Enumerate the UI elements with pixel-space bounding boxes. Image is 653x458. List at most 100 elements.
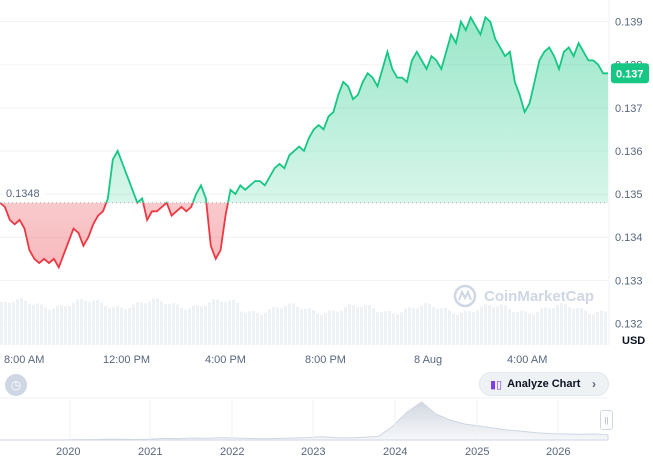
volume-bar xyxy=(512,311,515,345)
volume-bar xyxy=(412,308,415,345)
volume-bar xyxy=(380,312,383,345)
volume-bar xyxy=(68,305,71,345)
volume-bar xyxy=(548,308,551,345)
current-price-badge: 0.137 xyxy=(611,63,649,84)
volume-bar xyxy=(408,307,411,345)
volume-bar xyxy=(164,303,167,345)
volume-bar xyxy=(24,300,27,345)
volume-bar xyxy=(220,301,223,345)
volume-bar xyxy=(96,299,99,345)
volume-bar xyxy=(592,314,595,345)
navigator-area[interactable] xyxy=(0,400,609,441)
volume-bar xyxy=(492,306,495,345)
volume-bar xyxy=(288,303,291,345)
volume-bar xyxy=(84,301,87,345)
volume-bar xyxy=(300,308,303,345)
x-axis-labels: 8:00 AM 12:00 PM 4:00 PM 8:00 PM 8 Aug 4:00 A… xyxy=(4,354,547,366)
volume-bar xyxy=(500,304,503,345)
volume-bar xyxy=(116,305,119,345)
volume-bar xyxy=(176,304,179,345)
volume-bar xyxy=(460,312,463,345)
volume-bar xyxy=(340,310,343,345)
volume-bar xyxy=(328,310,331,345)
volume-bar xyxy=(200,306,203,345)
volume-bar xyxy=(236,302,239,345)
volume-bar xyxy=(324,312,327,345)
volume-bar xyxy=(484,304,487,345)
volume-bar xyxy=(560,303,563,345)
volume-bar xyxy=(516,312,519,345)
x-axis-label: 4:00 PM xyxy=(205,354,246,366)
volume-bar xyxy=(552,308,555,345)
volume-bar xyxy=(396,314,399,345)
volume-bar xyxy=(188,308,191,345)
volume-bar xyxy=(428,303,431,345)
volume-bar xyxy=(8,303,11,345)
volume-bar xyxy=(404,308,407,345)
volume-bar xyxy=(572,308,575,345)
volume-bar xyxy=(448,310,451,345)
baseline-label: 0.1348 xyxy=(2,185,46,201)
volume-bar xyxy=(488,305,491,345)
y-tick-label: 0.139 xyxy=(615,17,643,29)
x-axis-label: 8 Aug xyxy=(414,354,442,366)
volume-bar xyxy=(576,307,579,345)
volume-bar xyxy=(296,306,299,345)
watermark: CoinMarketCap xyxy=(453,284,594,308)
volume-bar xyxy=(292,303,295,345)
volume-bar xyxy=(228,300,231,345)
volume-bar xyxy=(256,312,259,345)
volume-bar xyxy=(56,305,59,345)
volume-bar xyxy=(64,306,67,345)
y-tick-label: 0.132 xyxy=(615,318,643,330)
volume-bar xyxy=(376,311,379,345)
volume-bar xyxy=(532,314,535,345)
history-button[interactable]: ◷ xyxy=(5,374,27,396)
volume-bar xyxy=(584,310,587,345)
volume-bar xyxy=(588,314,591,345)
year-label: 2023 xyxy=(301,446,325,458)
volume-bar xyxy=(432,307,435,345)
volume-bar xyxy=(108,307,111,345)
year-label: 2020 xyxy=(56,446,80,458)
volume-bar xyxy=(580,307,583,345)
volume-bar xyxy=(124,309,127,345)
volume-bar xyxy=(144,303,147,345)
volume-bar xyxy=(172,303,175,345)
volume-bar xyxy=(268,309,271,345)
volume-bar xyxy=(16,299,19,345)
volume-bar xyxy=(48,309,51,345)
volume-bar xyxy=(368,305,371,345)
volume-bar xyxy=(336,311,339,345)
history-clock-icon: ◷ xyxy=(10,378,22,392)
navigator-handle[interactable]: || xyxy=(600,410,613,430)
volume-bar xyxy=(248,311,251,345)
volume-bar xyxy=(160,301,163,345)
volume-bar xyxy=(88,302,91,345)
volume-bar xyxy=(504,305,507,345)
volume-bar xyxy=(92,300,95,345)
x-axis-label: 8:00 PM xyxy=(305,354,346,366)
volume-bar xyxy=(40,304,43,345)
chevron-right-icon: › xyxy=(592,377,596,391)
volume-bar xyxy=(148,301,151,345)
volume-bar xyxy=(480,306,483,345)
volume-bar xyxy=(36,303,39,345)
volume-bar xyxy=(508,308,511,345)
volume-bar xyxy=(276,307,279,345)
volume-bar xyxy=(596,312,599,345)
volume-bar xyxy=(568,307,571,345)
navigator-year-labels: 2020 2021 2022 2023 2024 2025 2026 xyxy=(56,446,570,458)
volume-bar xyxy=(156,298,159,345)
analyze-chart-button[interactable]: ▮▯ Analyze Chart › xyxy=(479,372,609,396)
volume-bar xyxy=(44,307,47,345)
candlestick-icon: ▮▯ xyxy=(490,378,503,391)
volume-bar xyxy=(420,305,423,345)
volume-bar xyxy=(456,314,459,345)
volume-bar xyxy=(104,306,107,345)
volume-bar xyxy=(520,310,523,345)
y-tick-label: 0.135 xyxy=(615,189,643,201)
volume-bar xyxy=(52,308,55,345)
current-price-value: 0.137 xyxy=(616,68,644,80)
